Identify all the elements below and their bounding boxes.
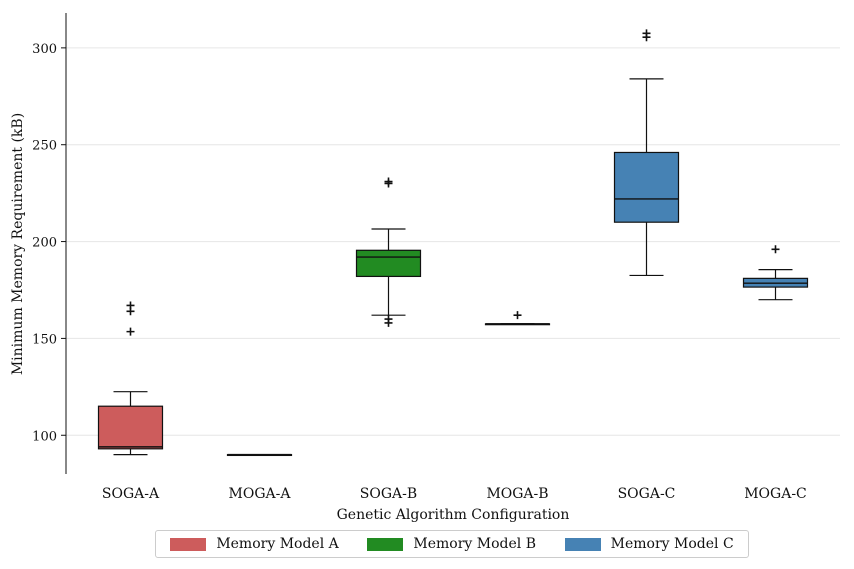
box-moga-a xyxy=(226,453,293,457)
box-moga-b xyxy=(484,311,551,326)
box-soga-c xyxy=(613,29,680,277)
legend-label-a: Memory Model A xyxy=(216,536,339,552)
x-axis-label: Genetic Algorithm Configuration xyxy=(337,507,570,523)
outlier-point xyxy=(126,327,135,336)
y-tick-label: 150 xyxy=(32,332,57,347)
box-moga-c xyxy=(742,245,809,301)
grid-lines xyxy=(66,47,840,436)
iqr-box xyxy=(613,151,680,223)
y-ticks: 100 150 200 250 300 xyxy=(32,42,66,444)
legend-swatch-a xyxy=(170,537,207,551)
outlier-point xyxy=(771,245,780,254)
x-ticks: SOGA-A MOGA-A SOGA-B MOGA-B SOGA-C MOGA-C xyxy=(102,486,807,502)
iqr-box xyxy=(355,249,422,278)
legend-item-a: Memory Model A xyxy=(170,536,339,552)
legend-item-b: Memory Model B xyxy=(367,536,536,552)
y-tick-label: 200 xyxy=(32,236,57,251)
chart-legend: Memory Model A Memory Model B Memory Mod… xyxy=(155,530,749,558)
y-axis-label: Minimum Memory Requirement (kB) xyxy=(10,113,26,375)
x-tick-label: MOGA-C xyxy=(744,486,807,502)
y-tick-label: 100 xyxy=(32,429,57,444)
y-tick-label: 250 xyxy=(32,139,57,154)
outlier-point xyxy=(513,311,522,320)
legend-swatch-b xyxy=(367,537,404,551)
x-tick-label: MOGA-B xyxy=(486,486,548,502)
outlier-point xyxy=(384,177,393,186)
x-tick-label: SOGA-A xyxy=(102,486,160,502)
legend-swatch-c xyxy=(564,537,601,551)
y-tick-label: 300 xyxy=(32,42,57,57)
legend-label-c: Memory Model C xyxy=(610,536,734,552)
legend-item-c: Memory Model C xyxy=(564,536,734,552)
x-tick-label: SOGA-B xyxy=(360,486,417,502)
box-soga-a xyxy=(97,301,164,456)
box-series xyxy=(97,29,809,457)
x-tick-label: SOGA-C xyxy=(618,486,676,502)
legend-label-b: Memory Model B xyxy=(413,536,536,552)
x-tick-label: MOGA-A xyxy=(229,486,292,502)
box-soga-b xyxy=(355,177,422,327)
outlier-point xyxy=(384,315,393,324)
outlier-point xyxy=(642,29,651,38)
iqr-box xyxy=(97,405,164,450)
outlier-point xyxy=(126,301,135,310)
